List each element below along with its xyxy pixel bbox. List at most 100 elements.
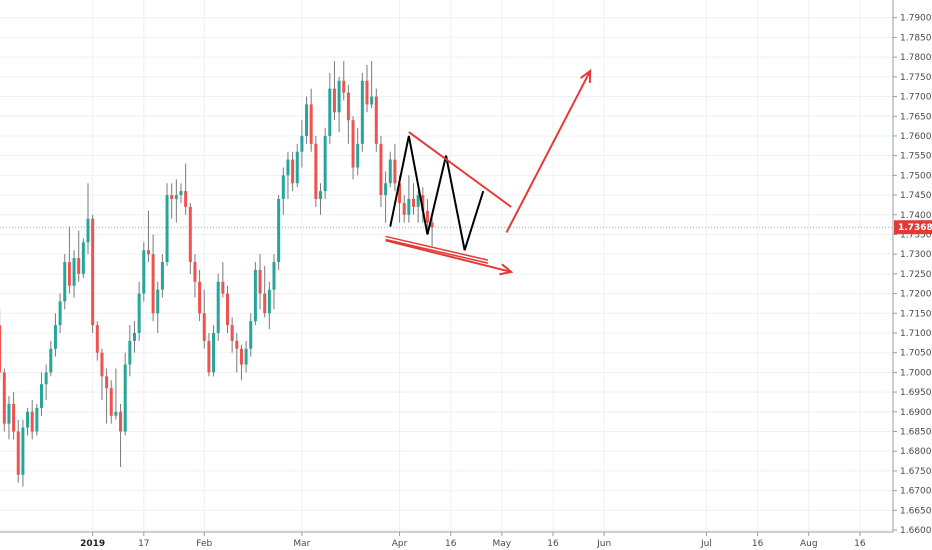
candle [128,325,132,377]
candle-body [305,104,309,136]
candle [379,135,383,207]
last-price-tag: 1.73684 [894,220,932,235]
candle-body [160,262,164,290]
candle [226,285,229,333]
candles [0,61,434,487]
candle-body [332,88,336,113]
candle [281,167,285,215]
y-tick-label: 1.69500 [900,388,932,398]
candle [295,143,299,188]
candle [198,269,202,322]
candle [81,238,85,278]
x-tick-label: 17 [138,539,149,549]
y-axis[interactable]: 1.79000 1.78500 1.78000 1.77500 1.77000 1.765… [892,0,932,536]
candle [119,403,123,467]
candle-body [230,325,234,341]
y-tick-label: 1.78500 [900,33,932,43]
candle [95,321,99,361]
candle-body [235,340,239,349]
candle [356,128,360,176]
candle-body [314,143,318,200]
y-tick-label: 1.66500 [900,506,932,516]
candle-body [202,313,206,341]
x-tick-label: Jul [700,539,712,549]
x-tick-label: Aug [800,539,818,549]
candle-body [44,372,48,385]
y-tick-label: 1.69000 [900,408,932,418]
candle-body [277,199,281,263]
candle-body [402,202,406,215]
zigzag-pattern-line [389,135,485,251]
candle-body [356,143,360,168]
y-tick-label: 1.79000 [900,14,932,24]
candle [146,210,150,263]
candle-body [342,80,346,93]
candle-body [63,262,67,302]
x-axis[interactable]: 2019 17 Feb Mar Apr 16 May 16 Jun Jul 16 Aug 16 [0,531,893,549]
candle [2,368,6,432]
candle-body [49,348,53,373]
candle-body [388,159,392,184]
candle [291,151,295,192]
x-tick-label: 16 [854,539,866,549]
arrow-up-head [579,68,592,83]
candle [384,171,388,223]
candle-body [221,281,225,294]
y-tick-label: 1.72000 [900,290,932,300]
candle-body [281,175,285,200]
y-tick-label: 1.70000 [900,368,932,378]
y-tick-label: 1.76500 [900,112,932,122]
plot-background [0,0,893,532]
candle-body [207,340,211,373]
candle-body [21,427,25,475]
candle-body [323,135,327,192]
candle-body [421,195,425,211]
arrow-up [505,68,592,233]
candle-body [0,325,2,373]
candle [230,317,234,353]
candle [137,281,141,341]
candle [314,135,318,207]
candle [53,313,57,357]
candle-body [142,250,146,294]
y-tick-label: 1.73000 [900,250,932,260]
candle [142,242,146,302]
lower-trendline [385,235,489,261]
arrow-right [385,239,514,276]
candle-body [72,258,76,286]
candle-body [360,80,364,144]
candle-body [156,289,160,314]
candle [239,344,243,381]
y-tick-label: 1.67500 [900,467,932,477]
candle-body [179,191,183,196]
candle-body [309,104,313,144]
candle-body [114,411,118,416]
candle-body [212,332,216,373]
candle [253,262,257,326]
candle-body [193,262,197,282]
arrow-up-shaft [505,70,592,233]
candle-body [346,92,350,121]
y-tick-label: 1.77500 [900,73,932,83]
candle-body [249,321,253,349]
candle-body [184,191,188,207]
candle [86,183,90,255]
candle [365,65,369,113]
x-tick-label: Mar [293,539,310,549]
candle-body [151,254,155,314]
candle-body [216,281,220,333]
candle-body [379,143,383,196]
candle-body [91,218,95,326]
candle [35,403,39,436]
candle-body [2,372,6,424]
candle [416,191,420,223]
candle-body [239,348,243,365]
x-tick-label: 16 [547,539,559,549]
candle-body [7,403,11,424]
candle-body [95,325,99,353]
candle [12,392,16,440]
candle-body [146,250,150,255]
candle [193,254,197,298]
candle-body [337,80,341,113]
